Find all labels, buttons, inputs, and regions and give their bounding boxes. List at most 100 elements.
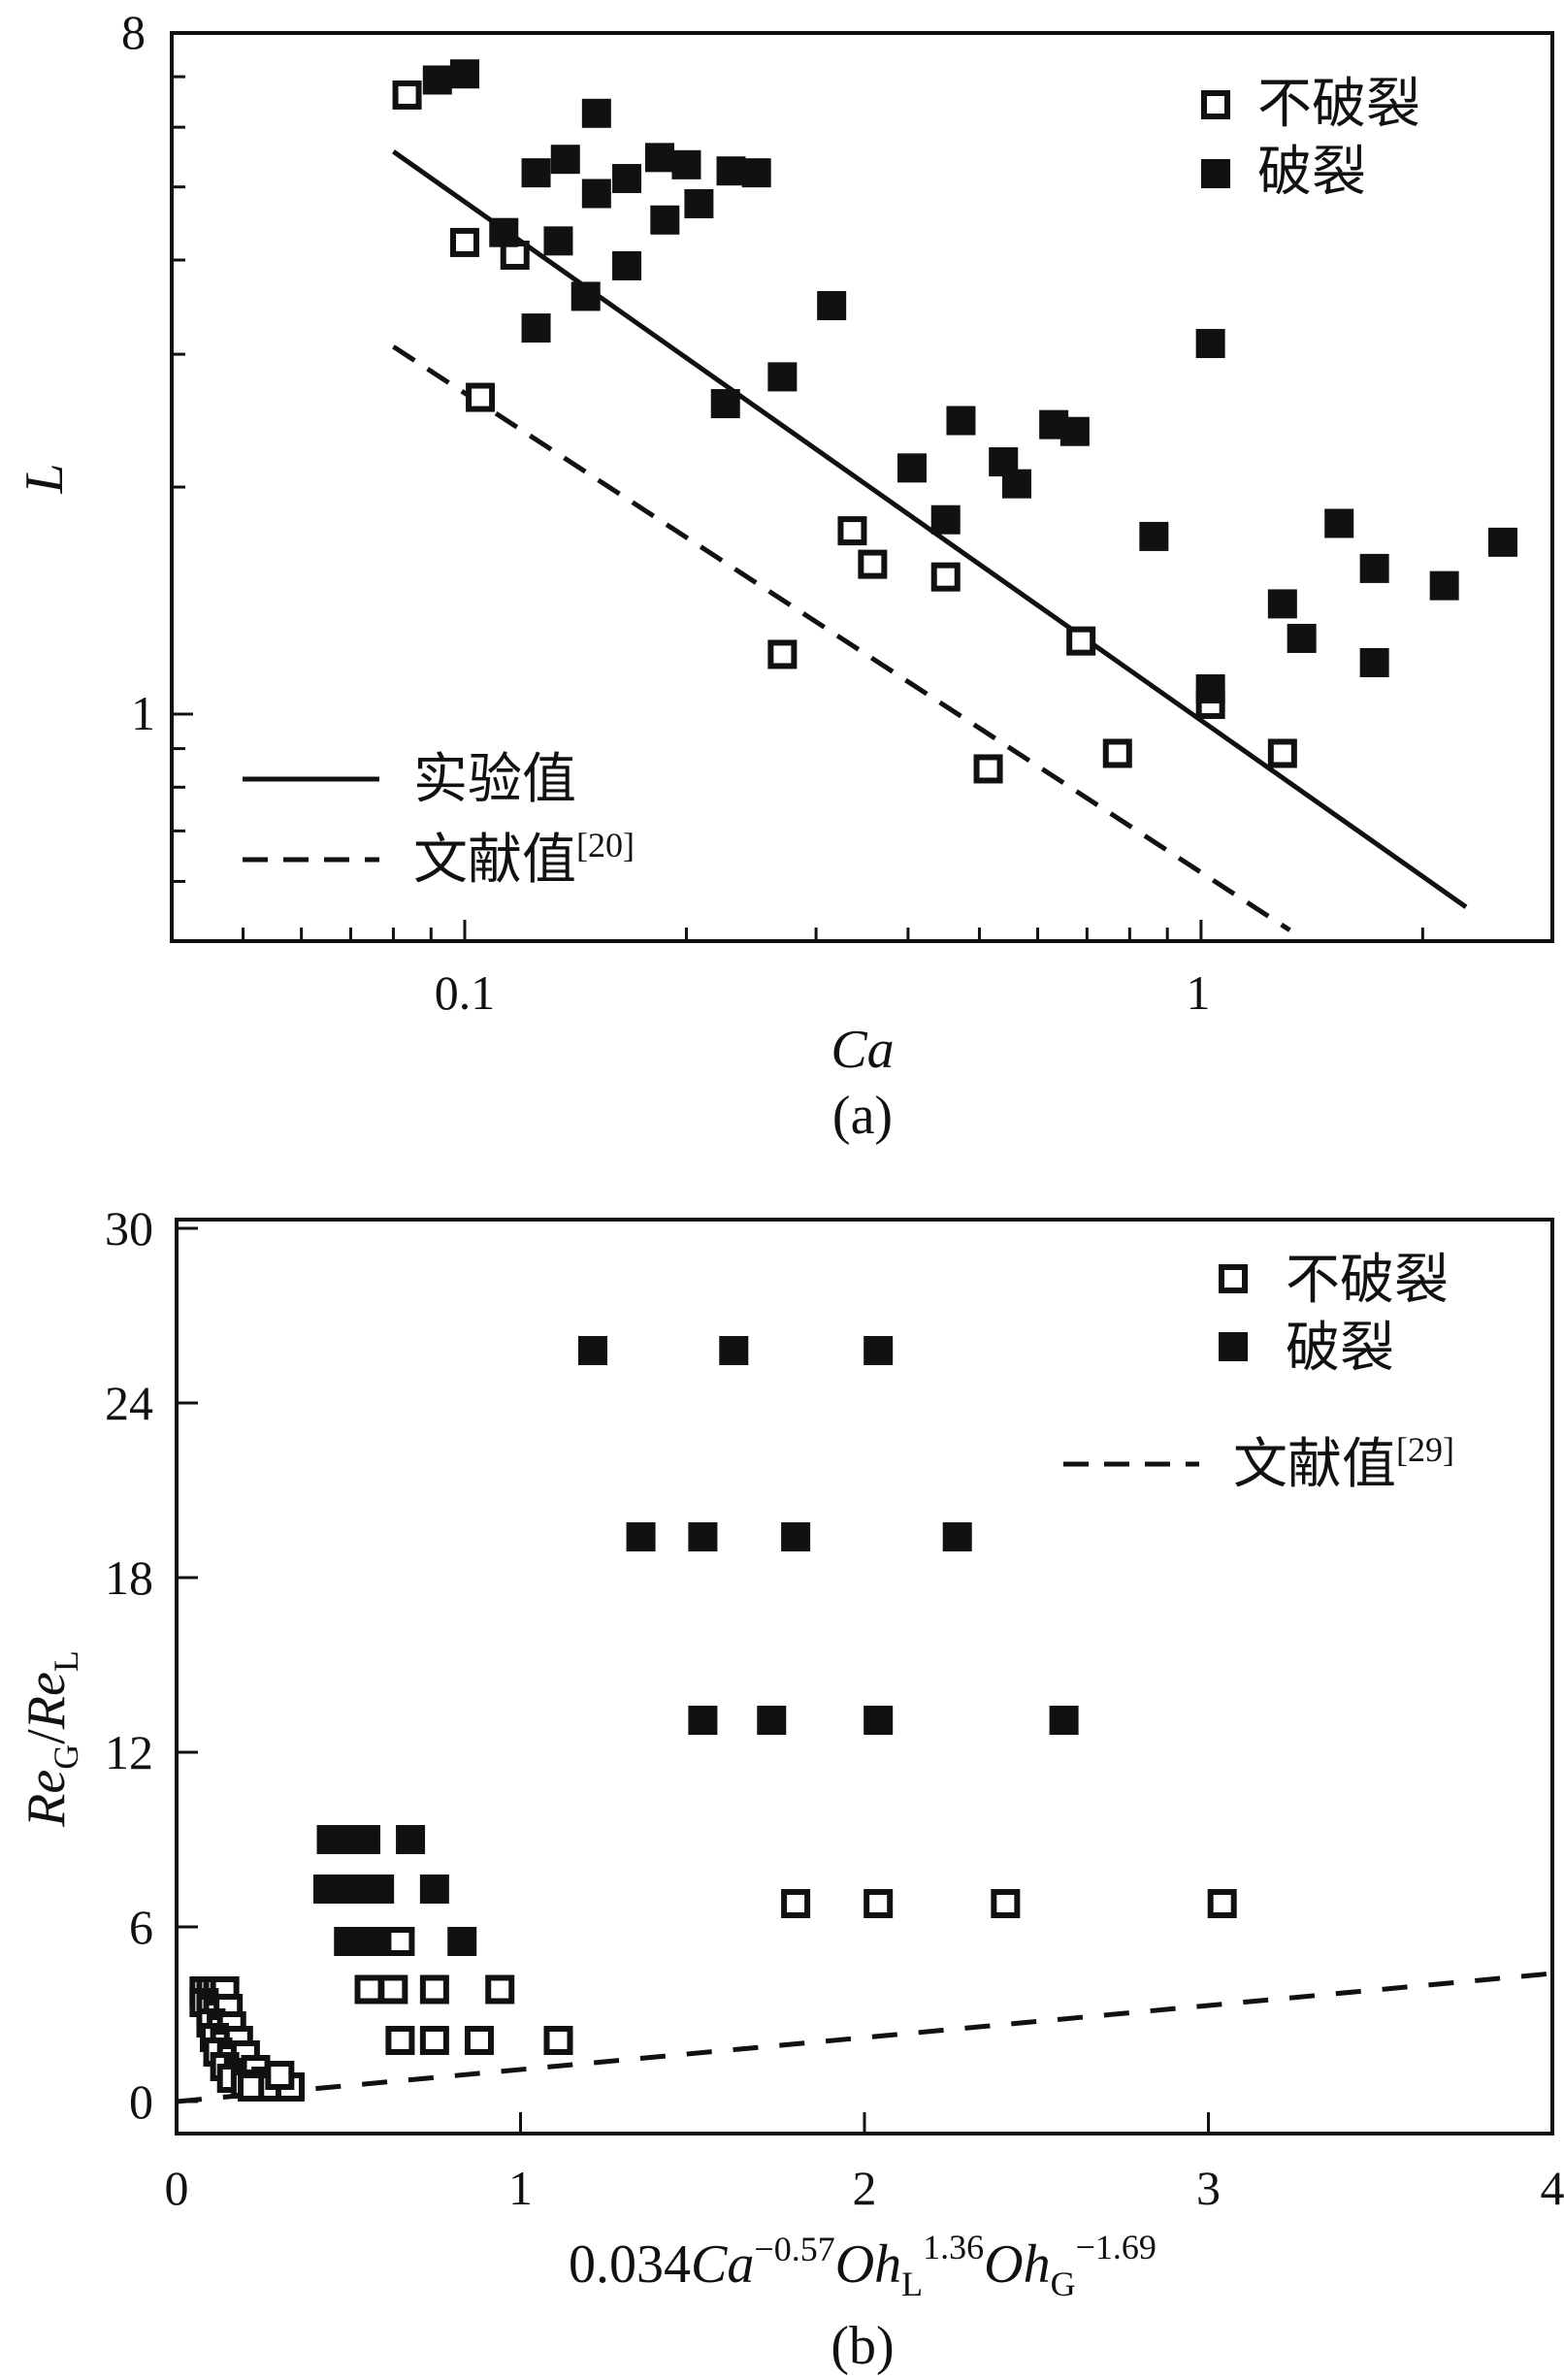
open-square-point <box>1207 1889 1237 1918</box>
filled-square-point <box>1287 623 1317 653</box>
filled-square-point <box>577 1336 607 1365</box>
fit-lines-a <box>392 149 1468 932</box>
y-tick-label: 18 <box>105 1550 153 1605</box>
y-tick-label: 6 <box>129 1900 153 1954</box>
open-square-point <box>767 639 798 669</box>
panel-label-a: (a) <box>832 1086 893 1146</box>
filled-square-point <box>1324 508 1354 538</box>
filled-square-point <box>550 145 580 175</box>
experimental-fit-line <box>392 149 1468 909</box>
x-tick-label: 1 <box>508 2161 533 2215</box>
open-square-point <box>1102 738 1132 768</box>
filled-square-point <box>521 158 551 188</box>
open-square-point <box>1267 738 1297 768</box>
open-square-point <box>354 1974 384 2005</box>
y-tick-label: 1 <box>131 686 155 740</box>
filled-square-point <box>1359 553 1389 583</box>
filled-square-point <box>570 281 601 311</box>
open-square-point <box>464 2026 494 2055</box>
filled-square-point <box>688 1706 718 1735</box>
x-tick-label: 0 <box>165 2161 189 2215</box>
filled-square-point <box>1059 416 1090 446</box>
filled-square-point <box>422 65 452 95</box>
filled-square-point <box>612 250 642 280</box>
legend-label-literature: 文献值[20] <box>413 826 635 891</box>
open-square-point <box>485 1974 515 2005</box>
filled-square-point <box>719 1336 749 1365</box>
y-axis-label-b: ReG/ReL <box>16 1650 85 1828</box>
filled-square-point <box>946 406 976 436</box>
data-points-b <box>189 1336 1237 2102</box>
filled-square-point <box>450 59 480 89</box>
filled-square-point <box>767 362 798 392</box>
filled-square-point <box>688 1522 718 1551</box>
legend-label-unbroken: 不破裂 <box>1257 75 1420 135</box>
x-tick-label: 3 <box>1196 2161 1221 2215</box>
open-square-point <box>863 1889 894 1918</box>
legend-filled-square-icon <box>1219 1332 1248 1361</box>
filled-square-point <box>489 217 519 247</box>
open-square-point <box>858 549 888 579</box>
filled-square-point <box>897 453 928 483</box>
filled-square-point <box>350 1825 380 1854</box>
legend-open-square-icon <box>1201 90 1230 119</box>
filled-square-point <box>419 1875 449 1904</box>
open-square-point <box>385 1927 415 1956</box>
legend-label-experimental: 实验值 <box>413 750 576 810</box>
open-square-point <box>378 1974 408 2005</box>
filled-square-point <box>716 156 746 186</box>
filled-square-point <box>757 1706 787 1735</box>
filled-square-point <box>1429 571 1459 601</box>
open-square-point <box>419 2026 449 2055</box>
filled-square-point <box>710 389 740 419</box>
filled-square-point <box>1359 647 1389 677</box>
filled-square-point <box>447 1927 477 1956</box>
legend-filled-square-icon <box>1201 159 1230 188</box>
filled-square-point <box>1195 674 1225 704</box>
axis-ticks-a <box>172 75 1554 941</box>
filled-square-point <box>781 1522 811 1551</box>
open-square-point <box>265 2061 295 2090</box>
y-tick-label: 30 <box>105 1201 153 1255</box>
filled-square-point <box>942 1522 972 1551</box>
open-square-point <box>973 754 1003 784</box>
filled-square-point <box>581 179 611 209</box>
open-square-point <box>543 2026 573 2055</box>
open-square-point <box>466 382 496 412</box>
x-axis-label-b: 0.034Ca−0.57OhL1.36OhG−1.69 <box>569 2228 1157 2303</box>
filled-square-point <box>644 143 674 173</box>
y-tick-label: 8 <box>121 5 146 59</box>
filled-square-point <box>1488 527 1518 557</box>
y-tick-label: 24 <box>105 1376 153 1430</box>
filled-square-point <box>1001 469 1031 499</box>
filled-square-point <box>863 1336 894 1365</box>
open-square-point <box>991 1889 1021 1918</box>
literature-line <box>392 344 1291 932</box>
filled-square-point <box>626 1522 656 1551</box>
open-square-point <box>837 516 867 546</box>
panel-a: 8 1 0.1 1 Ca (a) L 不破裂 破裂 实验值 文献值[20] <box>15 5 1554 1146</box>
filled-square-point <box>521 313 551 343</box>
filled-square-point <box>361 1927 391 1956</box>
filled-square-point <box>612 164 642 194</box>
x-tick-label: 4 <box>1541 2161 1564 2215</box>
filled-square-point <box>671 149 701 179</box>
filled-square-point <box>581 98 611 128</box>
filled-square-point <box>1195 329 1225 359</box>
legend-label-unbroken: 不破裂 <box>1286 1251 1449 1311</box>
panel-label-b: (b) <box>831 2316 894 2376</box>
filled-square-point <box>930 505 961 535</box>
filled-square-point <box>1139 521 1169 551</box>
x-tick-label: 0.1 <box>435 965 496 1020</box>
open-square-point <box>450 227 480 257</box>
open-square-point <box>930 562 961 592</box>
legend-label-broken: 破裂 <box>1286 1319 1394 1379</box>
filled-square-point <box>741 158 771 188</box>
data-points-a <box>392 59 1518 784</box>
open-square-point <box>419 1974 449 2005</box>
legend-label-broken: 破裂 <box>1257 143 1366 203</box>
x-tick-label: 1 <box>1187 965 1211 1020</box>
open-square-point <box>1066 626 1096 656</box>
